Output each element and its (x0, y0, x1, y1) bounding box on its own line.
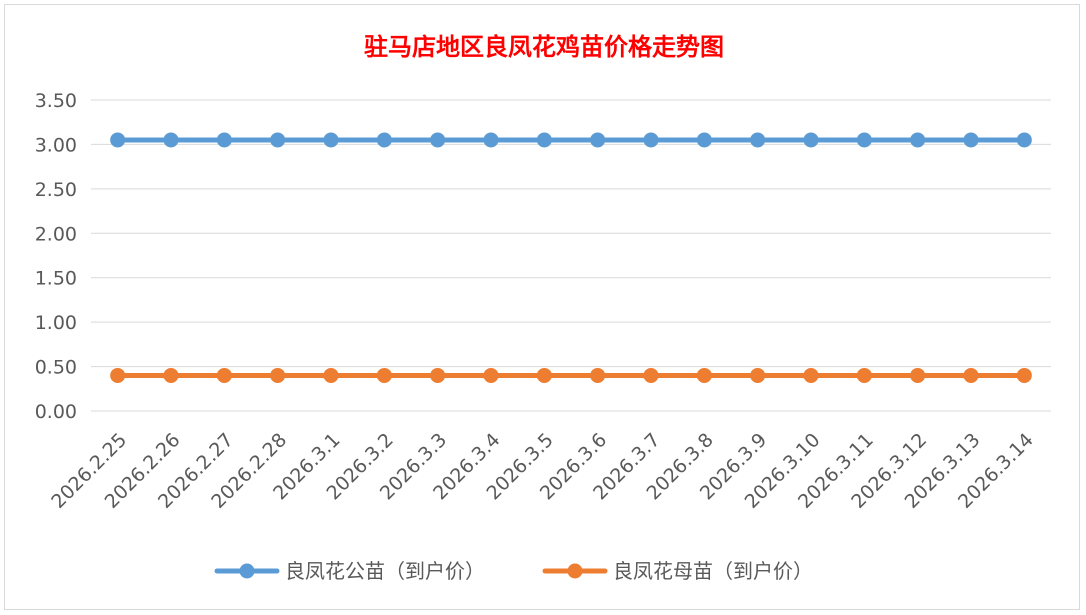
data-point (963, 132, 979, 148)
data-point (216, 132, 232, 148)
data-point (643, 132, 659, 148)
legend-label: 良凤花母苗（到户价） (613, 559, 813, 583)
legend-marker (239, 563, 255, 579)
data-point (430, 367, 446, 383)
data-point (110, 132, 126, 148)
data-point (1016, 132, 1032, 148)
data-point (323, 132, 339, 148)
y-tick-label: 0.00 (35, 401, 77, 423)
data-point (856, 367, 872, 383)
data-point (483, 367, 499, 383)
chart-frame: 驻马店地区良凤花鸡苗价格走势图 0.00 0.50 1.00 1.50 2.00 2.50… (4, 4, 1080, 610)
data-point (696, 132, 712, 148)
gridlines (91, 99, 1051, 412)
data-point (270, 367, 286, 383)
y-tick-label: 3.50 (35, 90, 77, 112)
legend-label: 良凤花公苗（到户价） (285, 559, 485, 583)
line-chart: 驻马店地区良凤花鸡苗价格走势图 0.00 0.50 1.00 1.50 2.00 2.50… (35, 32, 1051, 583)
data-point (163, 132, 179, 148)
data-point (803, 367, 819, 383)
data-point (110, 367, 126, 383)
data-point (536, 367, 552, 383)
data-point (910, 132, 926, 148)
data-point (590, 132, 606, 148)
data-point (590, 367, 606, 383)
data-point (963, 367, 979, 383)
data-point (750, 132, 766, 148)
y-tick-label: 2.50 (35, 179, 77, 201)
data-point (430, 132, 446, 148)
data-point (163, 367, 179, 383)
data-point (483, 132, 499, 148)
series-2 (110, 367, 1032, 383)
chart-title: 驻马店地区良凤花鸡苗价格走势图 (364, 32, 724, 61)
y-tick-label: 2.00 (35, 223, 77, 245)
legend-marker (567, 563, 583, 579)
y-tick-label: 1.00 (35, 312, 77, 334)
data-point (856, 132, 872, 148)
data-point (1016, 367, 1032, 383)
y-axis: 0.00 0.50 1.00 1.50 2.00 2.50 3.00 3.50 (35, 90, 77, 423)
data-point (696, 367, 712, 383)
series-group (110, 132, 1032, 383)
x-axis: 2026.2.252026.2.262026.2.272026.2.282026… (47, 429, 1038, 513)
data-point (216, 367, 232, 383)
data-point (910, 367, 926, 383)
data-point (643, 367, 659, 383)
data-point (270, 132, 286, 148)
data-point (376, 367, 392, 383)
y-tick-label: 1.50 (35, 268, 77, 290)
data-point (750, 367, 766, 383)
data-point (323, 367, 339, 383)
data-point (376, 132, 392, 148)
data-point (803, 132, 819, 148)
data-point (536, 132, 552, 148)
legend: 良凤花公苗（到户价） 良凤花母苗（到户价） (214, 559, 813, 583)
y-tick-label: 3.00 (35, 134, 77, 156)
y-tick-label: 0.50 (35, 357, 77, 379)
legend-item: 良凤花公苗（到户价） (214, 559, 485, 583)
legend-item: 良凤花母苗（到户价） (542, 559, 813, 583)
series-1 (110, 132, 1032, 148)
